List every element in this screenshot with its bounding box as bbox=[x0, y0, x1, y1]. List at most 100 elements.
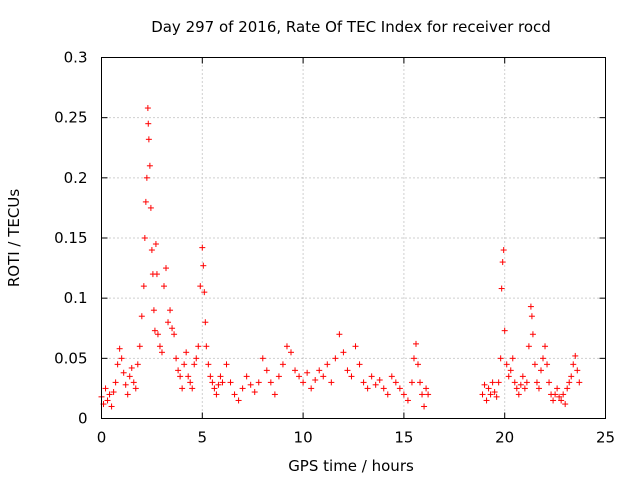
data-point bbox=[202, 319, 209, 326]
data-point bbox=[106, 391, 113, 398]
data-point bbox=[158, 349, 165, 356]
data-point bbox=[275, 373, 282, 380]
data-point bbox=[574, 367, 581, 374]
y-tick-label: 0.2 bbox=[64, 169, 88, 187]
data-point bbox=[558, 397, 565, 404]
data-point bbox=[199, 244, 206, 251]
data-point bbox=[368, 373, 375, 380]
data-point bbox=[501, 327, 508, 334]
data-point bbox=[312, 376, 319, 383]
data-point bbox=[487, 391, 494, 398]
data-point bbox=[118, 355, 125, 362]
data-point bbox=[513, 385, 520, 392]
data-point bbox=[415, 361, 422, 368]
data-point bbox=[153, 271, 160, 278]
y-tick-label: 0 bbox=[78, 410, 88, 428]
data-point bbox=[211, 385, 218, 392]
data-point bbox=[304, 369, 311, 376]
data-point bbox=[481, 381, 488, 388]
data-point bbox=[400, 391, 407, 398]
data-point bbox=[376, 376, 383, 383]
data-point bbox=[497, 355, 504, 362]
data-point bbox=[332, 355, 339, 362]
data-point bbox=[143, 174, 150, 181]
chart-title: Day 297 of 2016, Rate Of TEC Index for r… bbox=[151, 18, 551, 36]
data-point bbox=[560, 391, 567, 398]
data-point bbox=[408, 379, 415, 386]
data-point bbox=[570, 361, 577, 368]
y-tick-label: 0.1 bbox=[64, 289, 88, 307]
data-point bbox=[320, 373, 327, 380]
data-point bbox=[147, 204, 154, 211]
data-point bbox=[576, 379, 583, 386]
data-point bbox=[223, 361, 230, 368]
data-point bbox=[130, 379, 137, 386]
data-point bbox=[396, 385, 403, 392]
data-point bbox=[227, 379, 234, 386]
data-point bbox=[183, 349, 190, 356]
data-point bbox=[169, 325, 176, 332]
data-point bbox=[124, 391, 131, 398]
data-point bbox=[167, 307, 174, 314]
y-tick-label: 0.15 bbox=[54, 229, 87, 247]
data-point bbox=[491, 389, 498, 396]
data-point bbox=[423, 385, 430, 392]
data-point bbox=[521, 385, 528, 392]
data-point bbox=[154, 331, 161, 338]
data-point bbox=[499, 259, 506, 266]
data-point bbox=[360, 379, 367, 386]
data-point bbox=[495, 379, 502, 386]
data-point bbox=[552, 391, 559, 398]
data-point bbox=[535, 385, 542, 392]
data-point bbox=[271, 391, 278, 398]
x-tick-label: 0 bbox=[97, 429, 107, 447]
data-point bbox=[540, 355, 547, 362]
data-point bbox=[296, 373, 303, 380]
data-point bbox=[251, 389, 258, 396]
data-point bbox=[195, 343, 202, 350]
data-point bbox=[517, 381, 524, 388]
data-point bbox=[493, 393, 500, 400]
data-point bbox=[175, 367, 182, 374]
x-tick-label: 15 bbox=[394, 429, 413, 447]
data-point bbox=[324, 361, 331, 368]
x-tick-label: 10 bbox=[294, 429, 313, 447]
data-point bbox=[515, 391, 522, 398]
data-point bbox=[279, 361, 286, 368]
x-tick-label: 25 bbox=[596, 429, 615, 447]
data-point bbox=[316, 367, 323, 374]
data-point bbox=[507, 367, 514, 374]
data-point bbox=[205, 361, 212, 368]
data-point bbox=[145, 120, 152, 127]
data-point bbox=[544, 361, 551, 368]
data-point bbox=[148, 247, 155, 254]
data-point bbox=[328, 379, 335, 386]
data-point bbox=[410, 355, 417, 362]
data-point bbox=[384, 391, 391, 398]
data-point bbox=[292, 367, 299, 374]
data-point bbox=[189, 385, 196, 392]
data-point bbox=[288, 349, 295, 356]
data-point bbox=[209, 379, 216, 386]
data-point bbox=[102, 385, 109, 392]
data-point bbox=[179, 385, 186, 392]
data-point bbox=[215, 381, 222, 388]
data-point bbox=[421, 403, 428, 410]
data-point bbox=[197, 283, 204, 290]
data-point bbox=[134, 361, 141, 368]
data-point bbox=[542, 343, 549, 350]
data-point bbox=[364, 385, 371, 392]
data-point bbox=[152, 241, 159, 248]
data-point bbox=[546, 379, 553, 386]
data-point bbox=[219, 379, 226, 386]
data-point bbox=[566, 379, 573, 386]
data-point bbox=[562, 401, 569, 408]
data-point bbox=[529, 331, 536, 338]
data-point bbox=[173, 355, 180, 362]
data-point bbox=[207, 373, 214, 380]
data-point bbox=[112, 379, 119, 386]
tick-layer: 0 5 10 15 20 25 0 0.05 0.1 0.15 0.2 0.25 0.3 bbox=[54, 49, 615, 447]
data-point bbox=[483, 397, 490, 404]
data-point bbox=[104, 397, 111, 404]
data-point bbox=[485, 385, 492, 392]
